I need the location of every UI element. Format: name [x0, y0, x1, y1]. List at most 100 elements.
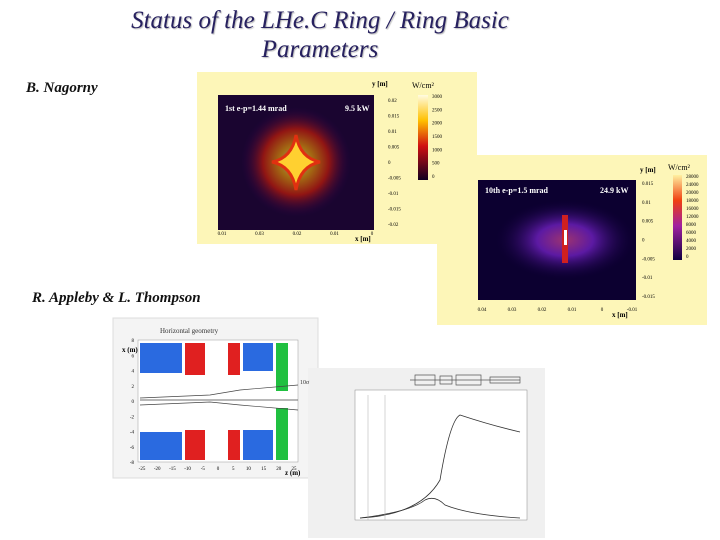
power-label: 24.9 kW: [600, 186, 628, 195]
curve: [359, 414, 521, 519]
heatmap-core: [564, 230, 567, 245]
beam-envelope: [139, 384, 299, 411]
y-tick-label: 0.005: [388, 146, 400, 151]
y-tick-label: 0: [642, 239, 645, 244]
slide-title: Status of the LHe.C Ring / Ring Basic Pa…: [131, 7, 509, 63]
y-tick-label: -4: [130, 431, 135, 436]
magnet: [185, 343, 205, 375]
colorbar: [673, 175, 682, 260]
magnet: [276, 343, 288, 391]
y-tick-label: 0.01: [642, 201, 651, 206]
x-tick-label: 25: [292, 467, 298, 472]
y-tick-label: -6: [130, 446, 135, 451]
colorbar-label: 20000: [686, 191, 699, 196]
curve: [359, 497, 521, 519]
plot-title: Horizontal geometry: [160, 327, 219, 335]
heatmap-spot: [271, 134, 321, 191]
magnet: [276, 408, 288, 460]
colorbar-label: 24000: [686, 183, 699, 188]
plot-area: [354, 389, 528, 521]
colorbar-label: 1500: [432, 135, 443, 140]
magnet: [185, 430, 205, 460]
x-tick-label: 15: [261, 467, 267, 472]
x-tick-label: 0: [371, 232, 374, 237]
heatmap-label: 10th e-p=1.5 mrad: [485, 186, 549, 195]
y-tick-label: 8: [132, 339, 135, 344]
y-tick-label: -0.015: [388, 208, 401, 213]
magnet: [140, 343, 182, 373]
colorbar-label: 2000: [432, 122, 443, 127]
y-axis-label: y [m]: [640, 166, 656, 174]
x-tick-label: -15: [169, 467, 176, 472]
x-tick-label: -10: [184, 467, 191, 472]
magnet: [243, 343, 273, 371]
colorbar: [418, 95, 428, 180]
colorbar-label: 2000: [686, 247, 697, 252]
y-tick-label: 0.02: [388, 99, 397, 104]
x-tick-label: -5: [201, 467, 206, 472]
x-tick-label: 0.02: [293, 232, 302, 237]
heatmap-label: 1st e-p=1.44 mrad: [225, 104, 287, 113]
colorbar-label: 3000: [432, 95, 443, 100]
colorbar-label: 4000: [686, 239, 697, 244]
x-tick-label: 0.03: [508, 308, 517, 313]
x-tick-label: 10: [246, 467, 252, 472]
y-tick-label: 0.015: [642, 182, 654, 187]
y-tick-label: 0.005: [642, 220, 654, 225]
y-tick-label: 4: [132, 370, 135, 375]
y-tick-label: 6: [132, 354, 135, 359]
y-tick-label: 0: [132, 400, 135, 405]
legend-label: 10σ: [300, 380, 310, 386]
colorbar-label: 8000: [686, 223, 697, 228]
colorbar-label: 18000: [686, 199, 699, 204]
magnet: [243, 430, 273, 460]
y-tick-label: -2: [130, 415, 135, 420]
y-tick-label: 2: [132, 385, 135, 390]
y-tick-label: 0.01: [388, 130, 397, 135]
x-tick-label: 0.01: [568, 308, 577, 313]
y-tick-label: 0.015: [388, 115, 400, 120]
x-tick-label: -0.01: [627, 308, 638, 313]
x-axis-label: x [m]: [612, 311, 628, 319]
y-tick-label: -0.01: [642, 276, 653, 281]
colorbar-label: 6000: [686, 231, 697, 236]
x-tick-label: -25: [139, 467, 146, 472]
x-tick-label: 0: [217, 467, 220, 472]
colorbar-label: 500: [432, 162, 440, 167]
x-tick-label: 20: [276, 467, 282, 472]
unit-label: W/cm²: [412, 81, 435, 90]
x-tick-label: 5: [232, 467, 235, 472]
magnet: [228, 430, 240, 460]
colorbar-label: 12000: [686, 215, 699, 220]
colorbar-label: 0: [686, 255, 689, 260]
unit-label: W/cm²: [668, 163, 691, 172]
y-tick-label: -0.005: [388, 177, 401, 182]
y-tick-label: 0: [388, 161, 391, 166]
colorbar-label: 1000: [432, 148, 443, 153]
x-tick-label: 0.02: [538, 308, 547, 313]
colorbar-label: 2500: [432, 108, 443, 113]
y-axis-label: y [m]: [372, 80, 388, 88]
lattice: [410, 374, 521, 386]
y-tick-label: -0.015: [642, 295, 655, 300]
y-tick-label: -0.01: [388, 192, 399, 197]
colorbar-label: 16000: [686, 207, 699, 212]
x-tick-label: 0.04: [478, 308, 487, 313]
magnet: [140, 432, 182, 460]
colorbar-label: 0: [432, 175, 435, 180]
x-tick-label: 0.01: [218, 232, 227, 237]
y-tick-label: -0.02: [388, 223, 399, 228]
magnet: [228, 343, 240, 375]
x-tick-label: -20: [154, 467, 161, 472]
colorbar-label: 28000: [686, 175, 699, 180]
y-tick-label: -8: [130, 461, 135, 466]
x-tick-label: 0: [601, 308, 604, 313]
x-tick-label: 0.03: [255, 232, 264, 237]
x-axis-label: x [m]: [355, 235, 371, 243]
power-label: 9.5 kW: [345, 104, 369, 113]
y-axis-label: x (m): [122, 346, 138, 354]
y-tick-label: -0.005: [642, 257, 655, 262]
x-axis-label: z (m): [285, 469, 301, 477]
